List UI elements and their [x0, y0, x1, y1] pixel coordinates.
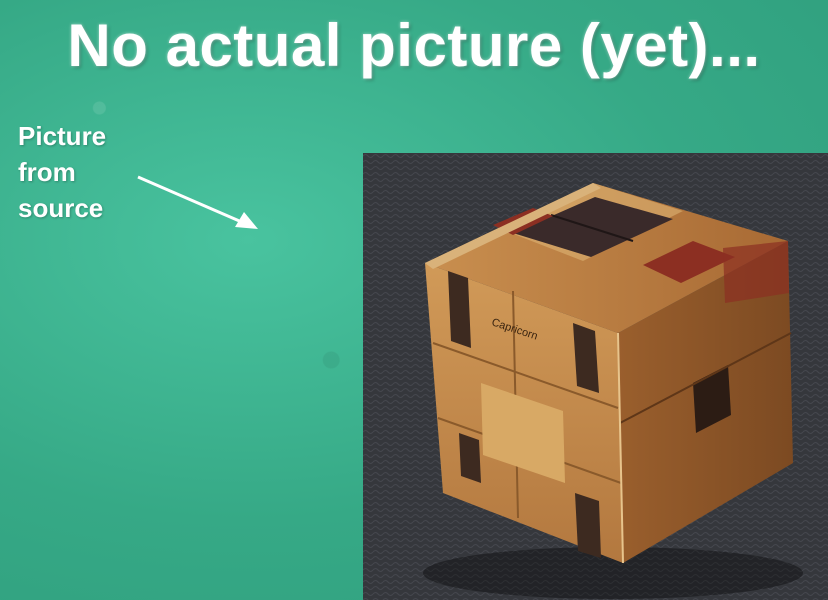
puzzle-cube-photo: Capricorn	[363, 153, 828, 600]
source-caption: Picture from source	[18, 118, 158, 226]
slide-title: No actual picture (yet)...	[67, 12, 761, 79]
caption-line-2: from	[18, 157, 76, 187]
caption-line-3: source	[18, 193, 104, 223]
caption-line-1: Picture	[18, 121, 107, 151]
arrow-icon	[137, 175, 258, 229]
